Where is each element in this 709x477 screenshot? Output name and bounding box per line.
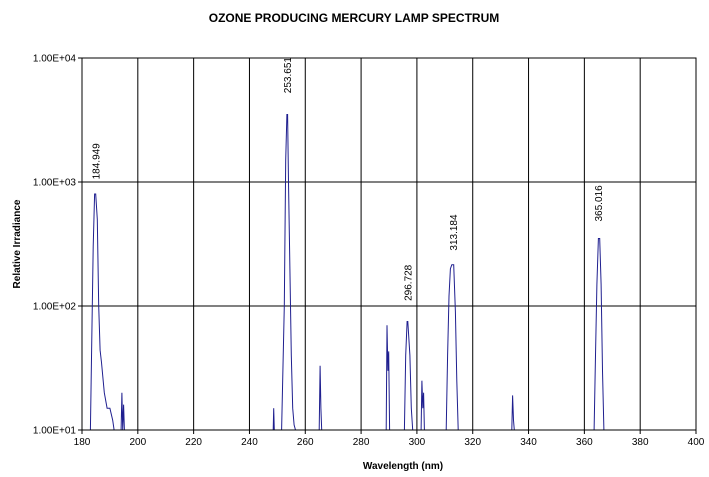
peak-wavelength-label: 184.949 <box>91 143 102 180</box>
x-tick-label: 200 <box>129 437 146 448</box>
peak-wavelength-label: 365.016 <box>594 185 605 222</box>
plot-area-frame <box>81 57 697 431</box>
y-tick-label: 1.00E+01 <box>33 426 77 437</box>
x-tick-label: 400 <box>688 437 705 448</box>
x-tick-label: 320 <box>464 437 481 448</box>
chart-title: OZONE PRODUCING MERCURY LAMP SPECTRUM <box>209 11 499 25</box>
tick-labels: 180 200 220 240 260 280 300 320 340 360 380 400 1.00… <box>33 54 705 449</box>
y-tick-label: 1.00E+03 <box>33 178 77 189</box>
x-tick-label: 220 <box>185 437 202 448</box>
x-tick-label: 180 <box>74 437 91 448</box>
x-tick-label: 260 <box>297 437 314 448</box>
x-tick-label: 380 <box>632 437 649 448</box>
x-tick-label: 240 <box>241 437 258 448</box>
spectrum-series-line <box>89 114 605 431</box>
y-tick-label: 1.00E+04 <box>33 54 77 65</box>
x-tick-label: 340 <box>520 437 537 448</box>
x-tick-label: 300 <box>409 437 426 448</box>
peak-wavelength-label: 313.184 <box>449 214 460 251</box>
peak-wavelength-label: 296.728 <box>403 264 414 301</box>
y-tick-label: 1.00E+02 <box>33 302 77 313</box>
peak-wavelength-label: 253.651 <box>283 57 294 94</box>
peak-annotations: 184.949 253.651 296.728 313.184 365.016 <box>91 57 605 301</box>
series-layer <box>89 114 605 431</box>
x-tick-label: 280 <box>353 437 370 448</box>
x-tick-label: 360 <box>576 437 593 448</box>
x-axis-title: Wavelength (nm) <box>363 461 443 472</box>
y-axis-title: Relative Irradiance <box>12 199 23 288</box>
